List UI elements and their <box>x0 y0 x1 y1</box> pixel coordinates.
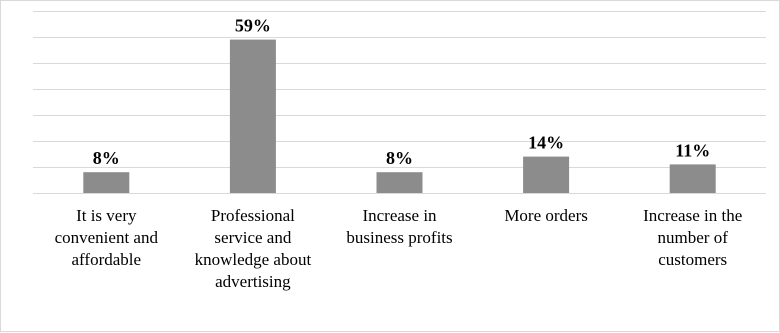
data-label-5: 11% <box>675 140 710 160</box>
bars <box>83 39 716 193</box>
category-label-2: Professional service and knowledge about… <box>194 206 312 291</box>
category-label-4: More orders <box>504 206 588 225</box>
data-label-4: 14% <box>528 133 564 153</box>
data-label-3: 8% <box>386 148 413 168</box>
bar-1 <box>83 172 130 193</box>
category-label-3: Increase in business profits <box>346 206 453 247</box>
category-label-1: It is very convenient and affordable <box>54 206 158 269</box>
data-labels: 8% 59% 8% 14% 11% <box>93 16 710 169</box>
data-label-1: 8% <box>93 148 120 168</box>
category-label-5: Increase in the number of customers <box>643 206 743 269</box>
data-label-2: 59% <box>235 16 271 36</box>
bar-5 <box>669 164 716 193</box>
bar-2 <box>229 39 276 193</box>
bar-4 <box>523 156 570 193</box>
gridlines <box>33 11 766 194</box>
bar-3 <box>376 172 423 193</box>
